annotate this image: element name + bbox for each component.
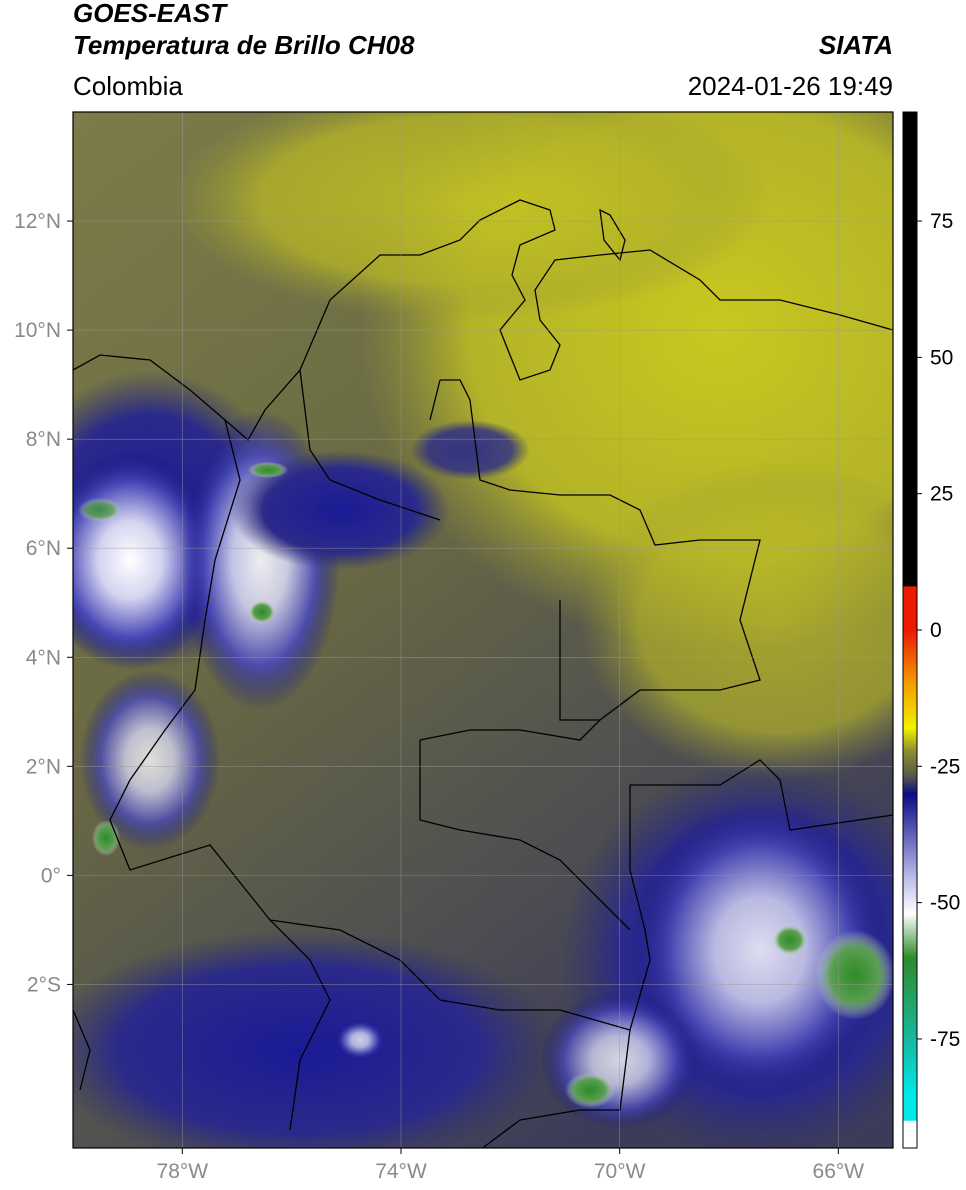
colorbar-segment	[903, 957, 917, 1040]
colorbar-segment	[903, 630, 917, 686]
colorbar	[902, 111, 918, 1149]
lat-tick-label: 4°N	[26, 646, 61, 669]
lat-tick-label: 6°N	[26, 537, 61, 560]
datetime-label: 2024-01-26 19:49	[687, 71, 893, 101]
colorbar-segment	[903, 684, 917, 729]
colorbar-tick-label: -25	[930, 755, 960, 778]
lon-tick-label: 66°W	[813, 1160, 865, 1183]
colorbar-tick-label: -50	[930, 892, 960, 915]
colorbar-segment	[903, 586, 917, 631]
lat-tick-label: 10°N	[14, 319, 61, 342]
title-product: Temperatura de Brillo CH08	[73, 30, 415, 60]
colorbar-segment	[903, 728, 917, 751]
colorbar-tick-label: 0	[930, 619, 942, 642]
colorbar-tick-label: 25	[930, 483, 953, 506]
lat-tick-label: 2°S	[27, 973, 61, 996]
lon-tick-label: 74°W	[375, 1160, 427, 1183]
lat-tick-label: 0°	[41, 864, 61, 887]
lat-tick-label: 12°N	[14, 210, 61, 233]
colorbar-segment	[903, 749, 917, 778]
colorbar-segment	[903, 777, 917, 795]
gridlines	[73, 112, 893, 1148]
colorbar-segment	[903, 1038, 917, 1094]
map-frame	[72, 111, 894, 1149]
colorbar-segment	[903, 1093, 917, 1122]
colorbar-segment	[903, 793, 917, 876]
colorbar-tick-label: 50	[930, 346, 953, 369]
longitude-axis: 78°W 74°W 70°W 66°W	[157, 1148, 865, 1183]
lon-tick-label: 70°W	[594, 1160, 646, 1183]
colorbar-ticks: 75 50 25 0 -25 -50 -75	[917, 210, 960, 1051]
colorbar-segment	[903, 112, 917, 587]
lat-tick-label: 2°N	[26, 755, 61, 778]
latitude-axis: 12°N 10°N 8°N 6°N 4°N 2°N 0° 2°S	[14, 210, 73, 996]
coastlines-and-borders	[73, 199, 893, 1148]
region-label: Colombia	[73, 71, 183, 101]
agency-label: SIATA	[818, 30, 893, 60]
satellite-imagery	[73, 112, 893, 1148]
colorbar-segment	[903, 913, 917, 958]
colorbar-tick-label: 75	[930, 210, 953, 233]
lon-tick-label: 78°W	[157, 1160, 209, 1183]
lat-tick-label: 8°N	[26, 428, 61, 451]
colorbar-tick-label: -75	[930, 1028, 960, 1051]
title-satellite: GOES-EAST	[73, 0, 227, 28]
colorbar-segment	[903, 875, 917, 915]
colorbar-segment	[903, 1120, 917, 1149]
